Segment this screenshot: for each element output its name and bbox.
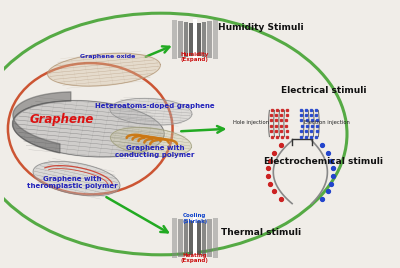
Bar (184, 22, 188, 57)
Text: Electron injection: Electron injection (304, 120, 350, 125)
Bar (192, 217, 197, 259)
Text: Humidity Stimuli: Humidity Stimuli (218, 23, 304, 32)
Bar (213, 218, 218, 258)
Text: Electrochemical stimuli: Electrochemical stimuli (264, 157, 383, 166)
Bar (178, 21, 183, 58)
Text: Graphene: Graphene (30, 113, 94, 126)
Polygon shape (33, 161, 120, 196)
Text: Graphene with
theromplastic polymer: Graphene with theromplastic polymer (27, 176, 118, 189)
Text: Heteroatoms-doped graphene: Heteroatoms-doped graphene (95, 103, 215, 109)
Text: Heating
(Expand): Heating (Expand) (181, 252, 209, 263)
Bar (197, 23, 201, 55)
Bar (172, 20, 177, 59)
Bar (189, 221, 193, 255)
Text: Electrical stimuli: Electrical stimuli (281, 86, 366, 95)
Text: Hole injection: Hole injection (233, 120, 269, 125)
Text: Graphene with
conducting polymer: Graphene with conducting polymer (115, 144, 195, 158)
Bar (197, 221, 201, 255)
Bar (207, 219, 212, 257)
Bar (213, 20, 218, 59)
Text: Thermal stimuli: Thermal stimuli (221, 228, 301, 237)
Bar (172, 218, 177, 258)
Polygon shape (110, 127, 192, 157)
Bar (178, 219, 183, 257)
Bar (184, 220, 188, 256)
Polygon shape (12, 100, 164, 157)
Bar (192, 19, 197, 60)
Bar (202, 22, 206, 57)
Text: Cooling
(Shrink): Cooling (Shrink) (182, 213, 208, 224)
Bar (189, 23, 193, 55)
Polygon shape (48, 53, 160, 86)
Polygon shape (110, 98, 192, 125)
Bar (207, 21, 212, 58)
Text: Humidity
(Expand): Humidity (Expand) (181, 52, 209, 62)
Text: Graphene oxide: Graphene oxide (80, 54, 136, 59)
Bar (202, 220, 206, 256)
